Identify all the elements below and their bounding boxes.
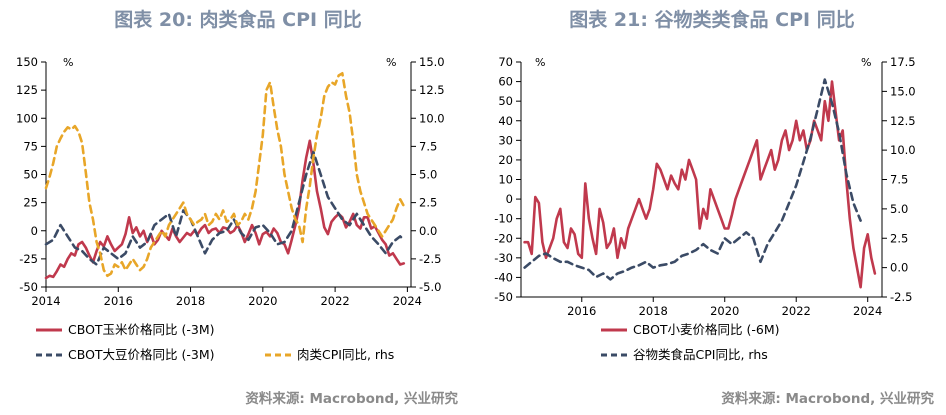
left-unit-label: % xyxy=(63,56,73,69)
series-line-1-2 xyxy=(44,150,406,266)
right-tick-label: -2.5 xyxy=(890,290,912,304)
right-tick-label: 2.5 xyxy=(890,231,908,245)
right-tick-label: 0.0 xyxy=(419,224,437,238)
left-tick-label: 60 xyxy=(498,75,513,89)
left-tick-label: 0 xyxy=(506,192,513,206)
left-tick-label: 40 xyxy=(498,114,513,128)
left-tick-label: -50 xyxy=(494,290,513,304)
right-tick-label: 12.5 xyxy=(890,114,916,128)
left-tick-label: -20 xyxy=(494,231,513,245)
right-tick-label: 2.5 xyxy=(419,196,437,210)
left-tick-label: 70 xyxy=(498,55,513,69)
right-tick-label: -2.5 xyxy=(419,252,441,266)
legend: CBOT玉米价格同比 (-3M) CBOT大豆价格同比 (-3M) 肉类CPI同… xyxy=(36,322,394,362)
x-tick-label: 2024 xyxy=(393,294,422,308)
legend-label-wheat: CBOT小麦价格同比 (-6M) xyxy=(633,322,780,337)
left-tick-label: 30 xyxy=(498,133,513,147)
x-tick-label: 2024 xyxy=(853,304,882,318)
left-tick-label: 150 xyxy=(16,55,38,69)
left-tick-label: 25 xyxy=(23,196,38,210)
left-tick-label: -50 xyxy=(19,280,38,294)
source-note-left: 资料来源: Macrobond, 兴业研究 xyxy=(245,390,458,407)
right-tick-label: 0.0 xyxy=(890,261,908,275)
right-y-ticks-2: 17.5 15.0 12.5 10.0 7.5 5.0 2.5 0.0 -2.5 xyxy=(882,55,916,304)
chart-grain-cpi: 图表 21: 谷物类类食品 CPI 同比 % % 70 60 50 40 30 20 10 0… xyxy=(494,8,934,407)
legend-label-meat: 肉类CPI同比, rhs xyxy=(297,347,394,362)
x-tick-label: 2022 xyxy=(782,304,811,318)
x-tick-label: 2016 xyxy=(104,294,133,308)
source-note-right: 资料来源: Macrobond, 兴业研究 xyxy=(721,390,934,407)
left-tick-label: 50 xyxy=(498,94,513,108)
series-line-1-3 xyxy=(44,72,406,278)
right-tick-label: 7.5 xyxy=(419,139,437,153)
x-tick-label: 2018 xyxy=(176,294,205,308)
left-unit-label-2: % xyxy=(535,56,545,69)
right-tick-label: 7.5 xyxy=(890,173,908,187)
left-tick-label: 125 xyxy=(16,83,38,97)
series-lines xyxy=(44,72,406,280)
chart-title-grain: 图表 21: 谷物类类食品 CPI 同比 xyxy=(569,8,854,31)
left-y-ticks-2: 70 60 50 40 30 20 10 0 -10 -20 -30 -40 -50 xyxy=(494,55,521,304)
series-line-2-1 xyxy=(523,80,877,289)
series-lines-2 xyxy=(523,78,877,289)
left-tick-label: -10 xyxy=(494,212,513,226)
x-tick-label: 2020 xyxy=(710,304,739,318)
series-line-1-1 xyxy=(44,139,406,280)
x-tick-label: 2022 xyxy=(320,294,349,308)
left-tick-label: 50 xyxy=(23,168,38,182)
right-unit-label-2: % xyxy=(861,56,871,69)
chart-meat-cpi: 图表 20: 肉类食品 CPI 同比 % % 150 125 100 75 50 25 0 -… xyxy=(16,8,458,407)
x-tick-label: 2018 xyxy=(639,304,668,318)
right-unit-label: % xyxy=(386,56,396,69)
left-tick-label: -40 xyxy=(494,270,513,284)
right-tick-label: 5.0 xyxy=(419,168,437,182)
series-line-2-2 xyxy=(523,78,862,281)
legend-label-corn: CBOT玉米价格同比 (-3M) xyxy=(68,322,215,337)
x-tick-label: 2016 xyxy=(567,304,596,318)
legend-label-soy: CBOT大豆价格同比 (-3M) xyxy=(68,347,215,362)
left-tick-label: 10 xyxy=(498,173,513,187)
left-tick-label: 20 xyxy=(498,153,513,167)
left-tick-label: 75 xyxy=(23,139,38,153)
legend-label-grain: 谷物类食品CPI同比, rhs xyxy=(633,347,768,362)
right-tick-label: 15.0 xyxy=(419,55,445,69)
right-tick-label: 15.0 xyxy=(890,84,916,98)
right-y-ticks: 15.0 12.5 10.0 7.5 5.0 2.5 0.0 -2.5 -5.0 xyxy=(411,55,445,294)
chart-title-meat: 图表 20: 肉类食品 CPI 同比 xyxy=(114,8,361,31)
x-tick-label: 2014 xyxy=(31,294,60,308)
left-tick-label: 0 xyxy=(31,224,38,238)
left-y-ticks: 150 125 100 75 50 25 0 -25 -50 xyxy=(16,55,46,294)
x-tick-label: 2020 xyxy=(248,294,277,308)
right-tick-label: 17.5 xyxy=(890,55,916,69)
right-tick-label: -5.0 xyxy=(419,280,441,294)
right-tick-label: 5.0 xyxy=(890,202,908,216)
x-ticks-2: 2016 2018 2020 2022 2024 xyxy=(567,297,882,318)
left-tick-label: 100 xyxy=(16,111,38,125)
right-tick-label: 10.0 xyxy=(890,143,916,157)
right-tick-label: 10.0 xyxy=(419,111,445,125)
right-tick-label: 12.5 xyxy=(419,83,445,97)
legend-2: CBOT小麦价格同比 (-6M) 谷物类食品CPI同比, rhs xyxy=(601,322,780,362)
left-tick-label: -25 xyxy=(19,252,38,266)
x-ticks: 2014 2016 2018 2020 2022 2024 xyxy=(31,287,422,308)
left-tick-label: -30 xyxy=(494,251,513,265)
